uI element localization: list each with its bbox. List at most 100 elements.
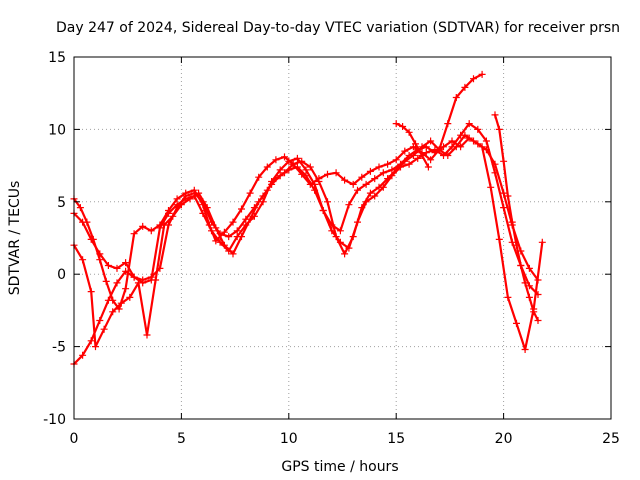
data-point-marker — [362, 180, 370, 188]
data-point-marker — [293, 163, 301, 171]
data-point-marker — [324, 170, 331, 178]
data-point-marker — [401, 147, 409, 155]
data-point-marker — [225, 233, 233, 241]
data-point-marker — [418, 143, 426, 151]
data-point-marker — [177, 201, 185, 209]
data-point-marker — [418, 152, 426, 159]
data-point-marker — [448, 137, 456, 145]
data-point-marker — [414, 154, 422, 162]
data-point-marker — [332, 169, 340, 177]
plot-area-frame — [73, 56, 612, 420]
data-point-marker — [76, 204, 84, 212]
data-series — [70, 70, 546, 368]
data-point-marker — [341, 176, 349, 184]
data-point-marker — [461, 131, 469, 139]
x-tick-label: 0 — [70, 431, 79, 447]
data-point-marker — [104, 262, 112, 269]
data-point-marker — [504, 293, 512, 301]
data-point-marker — [169, 212, 177, 220]
data-point-marker — [315, 178, 323, 185]
data-point-marker — [534, 317, 542, 324]
data-point-marker — [474, 125, 482, 133]
data-point-marker — [255, 198, 263, 206]
data-point-marker — [203, 204, 211, 212]
data-point-marker — [238, 205, 245, 213]
data-point-marker — [324, 198, 331, 206]
data-point-marker — [341, 250, 349, 258]
data-point-marker — [113, 264, 121, 272]
data-point-marker — [482, 137, 490, 145]
data-point-marker — [399, 123, 407, 130]
data-point-marker — [263, 163, 271, 171]
data-point-marker — [104, 296, 112, 304]
y-axis-label: SDTVAR / TECUs — [7, 181, 23, 296]
data-point-marker — [538, 238, 546, 246]
series-line — [72, 134, 544, 351]
data-point-marker — [281, 153, 288, 161]
data-point-marker — [100, 325, 108, 333]
data-point-marker — [96, 250, 104, 258]
data-point-marker — [130, 230, 138, 238]
y-tick-label: -10 — [43, 412, 66, 428]
data-point-marker — [513, 319, 520, 327]
data-point-marker — [182, 192, 190, 200]
data-point-marker — [289, 160, 297, 168]
data-point-marker — [147, 227, 155, 235]
data-point-marker — [371, 175, 379, 183]
data-point-marker — [208, 227, 215, 235]
series-track-4 — [70, 131, 546, 353]
data-point-marker — [293, 154, 301, 162]
data-point-marker — [478, 143, 486, 151]
data-point-marker — [525, 264, 533, 272]
data-point-marker — [212, 224, 220, 232]
data-point-marker — [431, 149, 439, 157]
data-point-marker — [444, 152, 452, 159]
data-point-marker — [79, 351, 87, 359]
data-point-marker — [504, 192, 512, 200]
data-point-marker — [139, 222, 147, 230]
data-point-marker — [470, 75, 477, 83]
data-point-marker — [199, 209, 207, 217]
data-point-marker — [319, 207, 327, 214]
data-point-marker — [152, 276, 160, 284]
data-point-marker — [444, 120, 452, 128]
data-point-marker — [160, 221, 168, 229]
data-point-marker — [92, 343, 99, 351]
data-point-marker — [246, 189, 254, 197]
data-point-marker — [508, 218, 516, 226]
data-point-marker — [263, 186, 271, 194]
data-point-marker — [87, 235, 95, 243]
data-point-marker — [513, 241, 520, 249]
data-point-marker — [491, 160, 499, 168]
data-point-marker — [117, 299, 125, 307]
data-point-marker — [186, 195, 194, 203]
data-point-marker — [435, 146, 443, 154]
data-point-marker — [427, 156, 435, 164]
data-point-marker — [156, 224, 164, 232]
x-tick-label: 20 — [495, 431, 513, 447]
data-point-marker — [465, 120, 473, 128]
data-point-marker — [530, 308, 538, 316]
data-point-marker — [126, 293, 134, 301]
y-tick-label: 15 — [48, 50, 66, 66]
tick-marks — [73, 56, 612, 420]
data-point-marker — [349, 233, 357, 241]
data-point-marker — [500, 189, 508, 197]
data-point-marker — [345, 201, 353, 209]
data-point-marker — [122, 259, 130, 267]
x-tick-label: 25 — [602, 431, 620, 447]
x-tick-labels: 0 5 10 15 20 25 — [70, 431, 620, 447]
y-tick-label: 10 — [48, 122, 66, 138]
data-point-marker — [478, 70, 486, 78]
data-point-marker — [482, 146, 490, 154]
data-point-marker — [272, 175, 280, 183]
data-point-marker — [495, 235, 503, 243]
data-point-marker — [354, 186, 361, 194]
data-point-marker — [358, 173, 366, 181]
data-point-marker — [229, 218, 237, 226]
data-point-marker — [500, 157, 508, 165]
series-track-2 — [70, 120, 542, 298]
data-point-marker — [392, 156, 400, 164]
data-point-marker — [311, 186, 319, 194]
